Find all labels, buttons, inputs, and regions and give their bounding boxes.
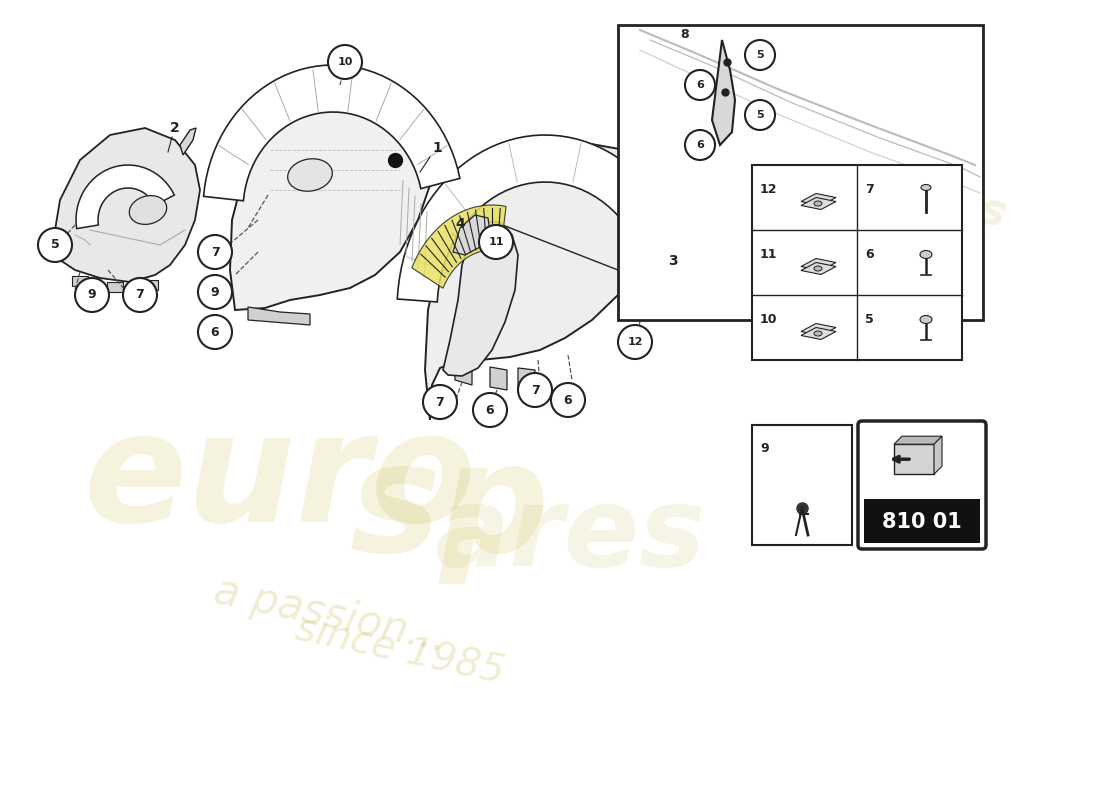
Text: 1: 1 [432,141,442,155]
Polygon shape [76,165,174,229]
Text: 11: 11 [488,237,504,247]
Polygon shape [443,222,518,376]
Polygon shape [455,360,472,385]
Polygon shape [801,258,836,270]
Polygon shape [801,327,836,339]
Polygon shape [248,307,310,325]
Polygon shape [518,368,535,390]
Text: 10: 10 [760,313,778,326]
Ellipse shape [814,331,822,336]
Text: 5: 5 [756,110,763,120]
Text: 3: 3 [668,254,678,268]
Text: 810 01: 810 01 [882,512,961,532]
Circle shape [618,325,652,359]
Polygon shape [72,276,88,286]
Text: eurospares: eurospares [728,123,1012,237]
Text: 6: 6 [696,80,704,90]
Polygon shape [934,436,942,474]
Polygon shape [180,128,196,155]
Polygon shape [142,280,158,290]
Ellipse shape [288,158,332,191]
Text: ares: ares [434,482,705,589]
FancyBboxPatch shape [618,25,983,320]
Text: 5: 5 [865,313,873,326]
Text: 6: 6 [865,248,873,261]
FancyBboxPatch shape [752,425,852,545]
Text: sp: sp [350,435,550,585]
Polygon shape [411,205,506,288]
Ellipse shape [921,185,931,190]
Polygon shape [801,262,836,274]
Text: 2: 2 [170,121,179,135]
Circle shape [39,228,72,262]
Polygon shape [453,215,490,255]
Circle shape [75,278,109,312]
Text: a passion...: a passion... [210,570,450,660]
Text: 11: 11 [760,248,778,261]
Circle shape [424,385,456,419]
Text: 6: 6 [211,326,219,338]
Polygon shape [397,135,691,302]
Circle shape [685,70,715,100]
Ellipse shape [920,250,932,258]
Circle shape [745,100,776,130]
Polygon shape [712,40,735,145]
Text: since 1985: since 1985 [293,610,508,690]
Text: 7: 7 [436,395,444,409]
Circle shape [123,278,157,312]
Polygon shape [425,142,660,420]
Circle shape [685,130,715,160]
Text: 7: 7 [530,383,539,397]
Circle shape [198,275,232,309]
Text: 7: 7 [865,183,873,196]
Text: 12: 12 [760,183,778,196]
Text: 6: 6 [486,403,494,417]
FancyBboxPatch shape [864,499,980,543]
Text: 6: 6 [563,394,572,406]
Circle shape [478,225,513,259]
Circle shape [328,45,362,79]
FancyBboxPatch shape [858,421,986,549]
Circle shape [198,315,232,349]
Text: 7: 7 [210,246,219,258]
Text: 10: 10 [338,57,353,67]
Text: 8: 8 [680,28,689,41]
FancyBboxPatch shape [752,165,962,360]
Ellipse shape [814,201,822,206]
Text: euro: euro [84,406,476,554]
Polygon shape [55,128,200,282]
Polygon shape [107,282,123,292]
Polygon shape [230,88,434,310]
Circle shape [473,393,507,427]
Ellipse shape [130,196,167,224]
Ellipse shape [920,315,932,323]
Text: 5: 5 [51,238,59,251]
Polygon shape [894,436,942,444]
Text: since 1985: since 1985 [801,181,939,239]
Circle shape [518,373,552,407]
Text: 9: 9 [760,442,769,455]
Text: 7: 7 [135,289,144,302]
Ellipse shape [814,266,822,271]
Polygon shape [801,198,836,210]
Circle shape [198,235,232,269]
Polygon shape [628,285,648,320]
Text: 9: 9 [211,286,219,298]
Polygon shape [801,323,836,335]
Text: 6: 6 [696,140,704,150]
Text: 5: 5 [756,50,763,60]
Polygon shape [894,444,934,474]
Polygon shape [490,367,507,390]
Circle shape [551,383,585,417]
Polygon shape [204,65,460,201]
Text: 4: 4 [455,217,464,231]
Polygon shape [801,194,836,206]
Text: 12: 12 [627,337,642,347]
Text: 9: 9 [88,289,97,302]
Circle shape [745,40,776,70]
Polygon shape [636,202,658,270]
